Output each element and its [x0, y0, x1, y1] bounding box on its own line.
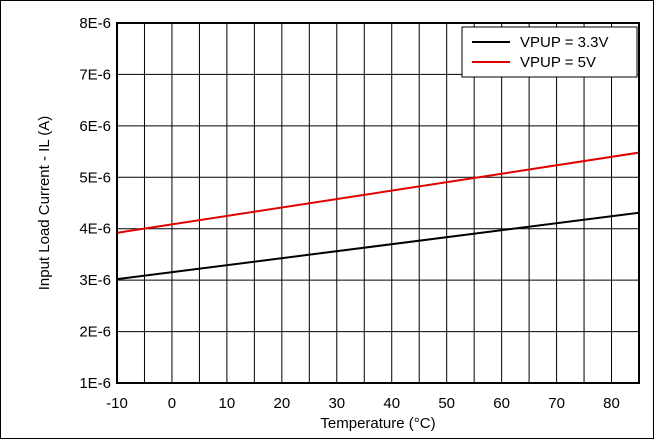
series-line-1	[116, 151, 640, 234]
y-tick-label: 6E-6	[79, 118, 111, 135]
x-tick-label: 40	[383, 395, 400, 412]
x-tick-label: 70	[548, 395, 565, 412]
legend-label-0: VPUP = 3.3V	[520, 34, 609, 51]
y-axis-title: Input Load Current - IL (A)	[36, 116, 53, 291]
series-line-0	[116, 211, 640, 281]
x-tick-label: 20	[273, 395, 290, 412]
y-tick-label: 4E-6	[79, 221, 111, 238]
x-tick-label: 50	[438, 395, 455, 412]
x-tick-labels: -10 0 10 20 30 40 50 60 70 80	[106, 395, 620, 412]
legend-label-1: VPUP = 5V	[520, 54, 596, 71]
y-tick-label: 2E-6	[79, 324, 111, 341]
x-tick-label: 0	[168, 395, 176, 412]
x-tick-label: 10	[219, 395, 236, 412]
x-tick-label: -10	[106, 395, 128, 412]
plot-area-border	[116, 22, 640, 384]
x-tick-label: 60	[493, 395, 510, 412]
y-tick-label: 1E-6	[79, 375, 111, 392]
y-tick-label: 3E-6	[79, 272, 111, 289]
series-lines	[116, 151, 640, 281]
y-tick-label: 8E-6	[79, 15, 111, 32]
legend-box	[461, 26, 638, 78]
legend: VPUP = 3.3V VPUP = 5V	[461, 26, 638, 78]
x-tick-label: 80	[603, 395, 620, 412]
grid-lines	[117, 23, 639, 383]
y-tick-label: 7E-6	[79, 66, 111, 83]
y-tick-labels: 1E-6 2E-6 3E-6 4E-6 5E-6 6E-6 7E-6 8E-6	[79, 15, 111, 392]
y-tick-label: 5E-6	[79, 169, 111, 186]
x-axis-title: Temperature (°C)	[320, 415, 435, 432]
x-tick-label: 30	[328, 395, 345, 412]
